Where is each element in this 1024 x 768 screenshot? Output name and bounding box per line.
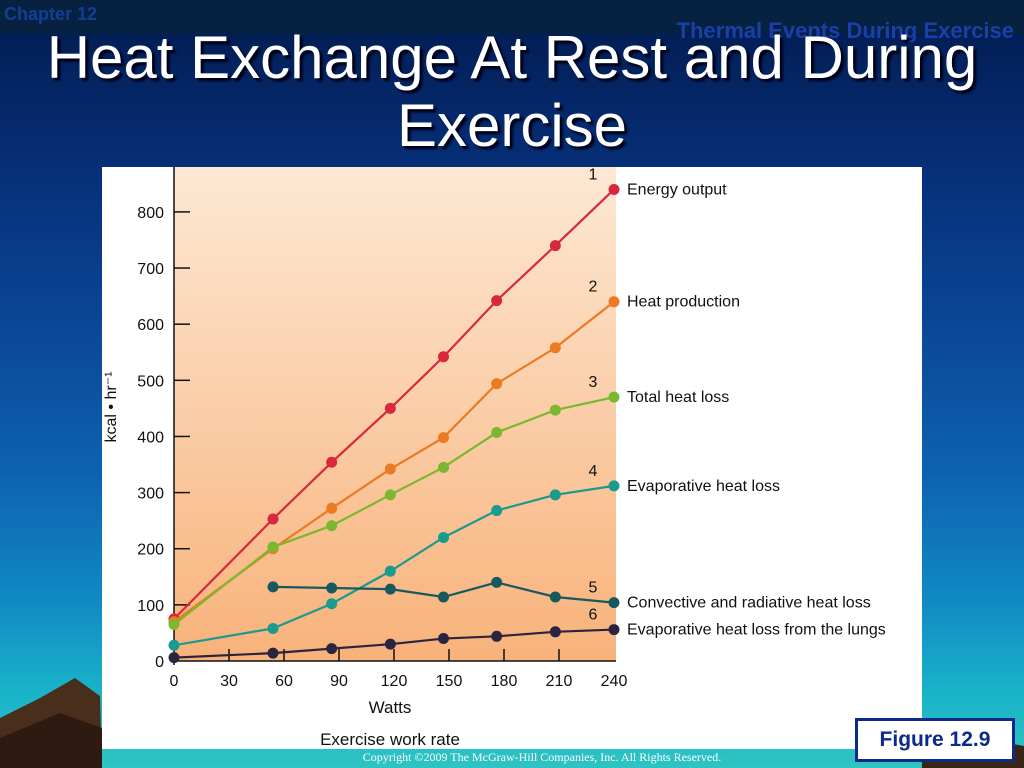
data-point [326, 598, 338, 610]
x-tick-label: 120 [381, 673, 408, 690]
data-point [384, 565, 396, 577]
series-line [173, 188, 615, 620]
legend-entry: Evaporative heat loss from the lungs [627, 622, 886, 639]
legend-entry: Evaporative heat loss [627, 478, 780, 495]
data-point [267, 622, 279, 634]
y-tick-label: 0 [155, 654, 164, 671]
y-tick-label: 400 [137, 429, 164, 446]
chart-panel: 0 100 200 300 400 500 600 700 800 0 30 60 90 120 150 18… [102, 167, 922, 749]
legend-entry: Heat production [627, 294, 740, 311]
chapter-label: Chapter 12 [4, 4, 98, 24]
series-number-label: 5 [589, 580, 598, 597]
slide-title: Heat Exchange At Rest and During Exercis… [46, 24, 978, 159]
data-point [491, 378, 503, 390]
series-number-label: 1 [589, 167, 598, 183]
data-point [608, 597, 620, 609]
x-tick-label: 150 [436, 673, 463, 690]
series-4 [168, 480, 620, 651]
y-tick-label: 600 [137, 317, 164, 334]
series-1 [168, 183, 620, 625]
data-point [608, 391, 620, 403]
data-point [438, 432, 449, 444]
data-point [326, 582, 338, 594]
series-line [173, 396, 615, 626]
data-point [438, 351, 449, 363]
data-point [168, 639, 180, 651]
data-point [326, 643, 338, 655]
y-tick-label: 800 [137, 205, 164, 222]
data-point [326, 502, 338, 514]
x-tick-label: 210 [546, 673, 573, 690]
figure-label: Figure 12.9 [855, 718, 1015, 762]
data-point [608, 296, 620, 308]
data-point [384, 463, 396, 475]
data-point [608, 624, 620, 636]
data-point [438, 591, 449, 603]
data-point [438, 633, 449, 645]
data-point [384, 402, 396, 414]
data-point [549, 591, 561, 603]
data-point [491, 576, 503, 588]
y-tick-label: 300 [137, 486, 164, 503]
section-label: Thermal Events During Exercise [676, 18, 1014, 43]
data-point [267, 647, 279, 659]
legend-entry: Energy output [627, 181, 727, 198]
series-number-label: 3 [589, 374, 598, 391]
series-line [173, 300, 615, 623]
data-point [491, 295, 503, 307]
copyright-notice: Copyright ©2009 The McGraw-Hill Companie… [362, 750, 722, 764]
series-3 [168, 391, 620, 631]
top-bar [0, 0, 1024, 34]
data-point [384, 489, 396, 501]
data-point [549, 626, 561, 638]
data-point [267, 513, 279, 525]
y-tick-label: 100 [137, 598, 164, 615]
data-point [549, 342, 561, 354]
series-6 [168, 624, 620, 664]
data-point [267, 541, 279, 553]
y-tick-label: 200 [137, 542, 164, 559]
x-tick-label: 240 [601, 673, 628, 690]
x-axis-label-secondary: Exercise work rate [320, 730, 460, 749]
y-tick-label: 700 [137, 261, 164, 278]
series-number-label: 2 [589, 279, 598, 296]
series-number-label: 6 [589, 607, 598, 624]
x-axis-label: Watts [369, 698, 412, 717]
y-axis-label: kcal • hr⁻¹ [103, 372, 120, 443]
data-point [438, 532, 449, 543]
data-point [438, 461, 449, 473]
data-point [549, 240, 561, 252]
x-tick-label: 60 [275, 673, 293, 690]
data-point [491, 427, 503, 439]
data-point [326, 456, 338, 468]
data-point [326, 520, 338, 532]
data-point [267, 581, 279, 593]
data-point [549, 489, 561, 501]
data-point [549, 404, 561, 416]
x-tick-label: 30 [220, 673, 238, 690]
series-line [173, 628, 615, 659]
x-tick-label: 0 [170, 673, 179, 690]
legend-entry: Convective and radiative heat loss [627, 595, 871, 612]
data-point [491, 505, 503, 517]
y-tick-label: 500 [137, 373, 164, 390]
series-number-label: 4 [589, 463, 598, 480]
data-point [168, 619, 180, 631]
data-point [384, 638, 396, 650]
data-point [168, 652, 180, 664]
data-point [608, 183, 620, 195]
series-5 [267, 576, 620, 609]
x-tick-label: 90 [330, 673, 348, 690]
heat-exchange-chart: 0 100 200 300 400 500 600 700 800 0 30 60 90 120 150 18… [103, 167, 886, 749]
legend-entry: Total heat loss [627, 389, 729, 406]
x-tick-label: 180 [491, 673, 518, 690]
data-point [608, 480, 620, 492]
series-line [173, 484, 615, 647]
data-point [491, 630, 503, 642]
data-point [384, 583, 396, 595]
